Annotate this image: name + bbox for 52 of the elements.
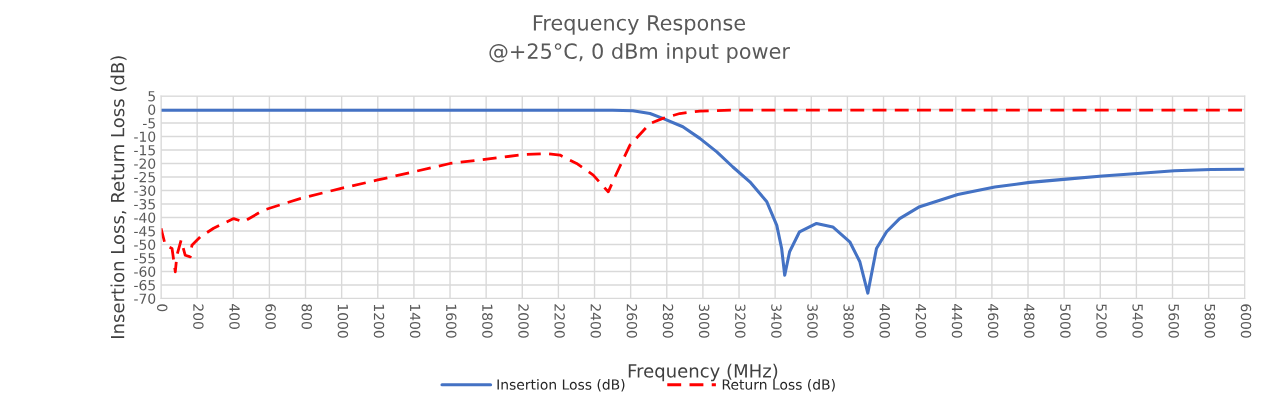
x-tick-label: 1400	[409, 304, 421, 338]
x-tick-label: 1800	[482, 304, 493, 338]
y-tick-label: 0	[148, 104, 156, 115]
x-tick-label: 5000	[1060, 304, 1071, 338]
y-tick-label: -65	[134, 279, 155, 291]
y-tick-label: -10	[134, 131, 156, 142]
y-tick-label: -60	[134, 266, 156, 277]
x-tick-label: 4600	[987, 304, 999, 338]
x-tick-label: 5600	[1168, 304, 1179, 338]
x-tick-label: 3000	[698, 304, 710, 338]
x-tick-label: 200	[193, 304, 204, 329]
x-tick-label: 1000	[337, 304, 349, 338]
y-tick-label: -45	[134, 226, 155, 237]
x-tick-label: 2600	[626, 304, 638, 338]
x-tick-label: 4800	[1023, 304, 1035, 338]
chart-title: Frequency Response	[533, 15, 746, 35]
x-tick-label: 4400	[951, 304, 963, 338]
y-tick-label: -30	[134, 185, 156, 196]
x-tick-label: 1200	[373, 304, 385, 338]
x-tick-label: 5400	[1132, 304, 1143, 338]
x-tick-label: 2800	[662, 304, 674, 338]
x-tick-label: 3800	[843, 304, 854, 338]
x-tick-label: 3600	[807, 304, 818, 338]
x-tick-label: 4000	[879, 304, 890, 338]
x-tick-label: 5200	[1096, 304, 1107, 338]
x-tick-label: 6000	[1240, 304, 1252, 338]
x-tick-label: 3200	[734, 304, 746, 338]
y-tick-label: -5	[143, 118, 155, 129]
x-tick-label: 800	[301, 304, 312, 329]
y-tick-label: -70	[134, 293, 156, 304]
x-tick-label: 600	[265, 304, 276, 329]
legend-label: Return Loss (dB)	[722, 379, 835, 392]
y-tick-label: 5	[148, 91, 155, 102]
x-tick-label: 5800	[1204, 304, 1216, 338]
y-tick-label: -35	[134, 198, 155, 210]
x-tick-label: 2200	[554, 304, 565, 338]
y-axis-title: Insertion Loss, Return Loss (dB)	[110, 56, 127, 338]
legend-label: Insertion Loss (dB)	[497, 379, 625, 392]
x-tick-label: 400	[229, 304, 240, 329]
x-tick-label: 3400	[771, 304, 782, 338]
y-tick-label: -40	[134, 212, 156, 223]
y-tick-label: -50	[134, 239, 156, 250]
y-tick-label: -25	[134, 171, 155, 183]
x-tick-label: 0	[157, 304, 168, 312]
x-tick-label: 2000	[518, 304, 529, 338]
y-tick-label: -55	[134, 253, 155, 264]
x-tick-label: 2400	[590, 304, 601, 338]
y-tick-label: -15	[134, 145, 155, 156]
x-tick-label: 1600	[446, 304, 457, 338]
x-tick-label: 4200	[915, 304, 927, 338]
y-tick-label: -20	[134, 158, 156, 169]
chart-subtitle: @+25°C, 0 dBm input power	[489, 42, 790, 64]
